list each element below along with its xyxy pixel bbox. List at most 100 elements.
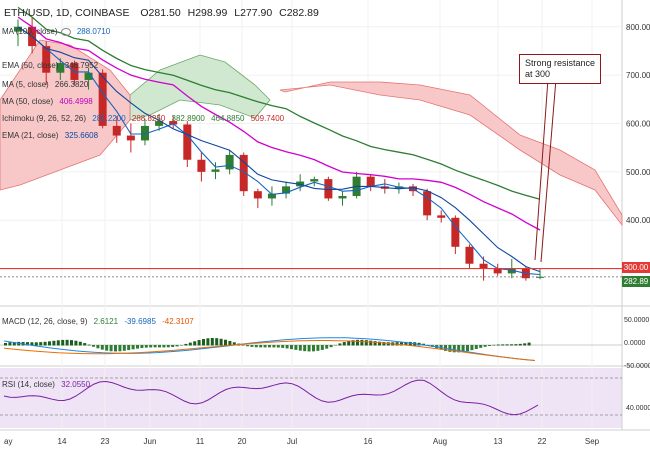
macd-histogram-bar [74, 340, 78, 346]
indicator-ema50[interactable]: EMA (50, close) 346.7952 [2, 61, 99, 70]
indicator-ma50[interactable]: MA (50, close) 406.4998 [2, 97, 93, 106]
macd-histogram-bar [4, 343, 7, 346]
macd-histogram-bar [127, 345, 131, 351]
macd-histogram-bar [492, 344, 496, 346]
macd-histogram-bar [34, 342, 38, 346]
macd-histogram-bar [360, 339, 364, 346]
ohlc-close: C282.89 [279, 7, 319, 19]
macd-histogram-bar [285, 345, 289, 349]
macd-histogram-bar [131, 345, 135, 350]
candle-body [507, 268, 516, 274]
x-axis-label: Jul [287, 437, 297, 446]
macd-histogram-bar [250, 345, 254, 347]
macd-histogram-bar [369, 340, 373, 346]
macd-histogram-bar [281, 345, 285, 348]
macd-histogram-bar [122, 345, 126, 351]
macd-histogram-bar [78, 341, 82, 346]
macd-histogram-bar [206, 338, 210, 346]
candle-body [324, 179, 333, 199]
macd-histogram-bar [83, 343, 87, 346]
macd-histogram-bar [320, 345, 324, 350]
x-axis-label: 11 [196, 437, 205, 446]
macd-histogram-bar [232, 342, 236, 346]
macd-histogram-bar [140, 345, 144, 349]
indicator-ma100[interactable]: MA (100, close) 288.0710 [2, 27, 111, 36]
ichimoku-cloud-early [0, 39, 131, 191]
macd-histogram-bar [219, 338, 223, 346]
price-tick-label: 400.00 [626, 216, 650, 225]
macd-histogram-bar [382, 342, 386, 346]
indicator-ma5[interactable]: MA (5, close) 266.3820 [2, 80, 89, 89]
candle-body [493, 268, 502, 274]
candle-body [155, 121, 164, 126]
candle-body [14, 26, 22, 32]
macd-histogram-bar [294, 345, 298, 350]
candle-body [282, 186, 291, 194]
macd-histogram-bar [518, 343, 522, 346]
macd-histogram-bar [303, 345, 307, 352]
ema-line-21 [17, 26, 541, 273]
macd-histogram-bar [153, 345, 157, 348]
macd-histogram-bar [114, 345, 117, 352]
x-axis-label: 16 [364, 437, 373, 446]
macd-histogram-bar [461, 345, 465, 352]
macd-histogram-bar [312, 345, 315, 352]
macd-histogram-bar [228, 340, 232, 346]
ichimoku-cloud-bullish [129, 54, 271, 121]
macd-histogram-bar [408, 341, 412, 346]
eye-icon[interactable] [60, 27, 71, 36]
candle-body [239, 154, 248, 192]
ohlc-high: H298.99 [187, 7, 228, 19]
macd-histogram-bar [158, 345, 161, 348]
macd-histogram-bar [298, 345, 302, 351]
macd-tick-label: 50.0000 [624, 317, 649, 324]
macd-histogram-bar [263, 345, 267, 348]
macd-histogram-bar [188, 342, 192, 346]
x-axis-label: 22 [538, 437, 547, 446]
macd-histogram-bar [8, 342, 12, 346]
ma-line-50 [17, 16, 541, 231]
macd-histogram-bar [474, 345, 478, 349]
macd-histogram-bar [364, 340, 368, 346]
rsi-pane-background [0, 368, 622, 428]
macd-histogram-bar [215, 338, 219, 346]
rsi-legend[interactable]: RSI (14, close) 32.0550 [2, 380, 91, 389]
macd-histogram-bar [373, 341, 377, 346]
resistance-annotation[interactable]: Strong resistance at 300 [519, 54, 602, 84]
x-axis-label: 14 [58, 437, 67, 446]
macd-histogram-bar [501, 344, 505, 346]
ichimoku-cloud-bearish [279, 81, 623, 227]
candle-body [169, 121, 178, 125]
indicator-ichimoku[interactable]: Ichimoku (9, 26, 52, 26) 281.2200 288.82… [2, 114, 285, 123]
macd-histogram-bar [144, 345, 148, 348]
macd-histogram-bar [61, 339, 65, 346]
symbol-label[interactable]: ETH/USD, 1D, COINBASE [4, 7, 130, 19]
macd-histogram-bar [347, 340, 351, 346]
candle-body [479, 263, 488, 269]
rsi-line [3, 379, 539, 416]
macd-histogram-bar [210, 338, 214, 346]
macd-histogram-bar [43, 341, 47, 346]
price-tick-label: 600.00 [626, 119, 650, 128]
macd-histogram-bar [52, 340, 56, 346]
macd-signal-line [3, 340, 536, 361]
macd-legend[interactable]: MACD (12, 26, close, 9) 2.6121 -39.6985 … [2, 317, 194, 326]
macd-histogram-bar [404, 341, 408, 346]
macd-histogram-bar [290, 345, 293, 350]
candle-body [310, 179, 319, 182]
ohlc-low: L277.90 [234, 7, 273, 19]
macd-histogram-bar [171, 345, 175, 347]
macd-histogram-bar [325, 345, 329, 349]
macd-histogram-bar [329, 345, 333, 348]
macd-histogram-bar [12, 341, 16, 346]
macd-histogram-bar [452, 345, 456, 353]
candle-body [253, 191, 262, 199]
indicator-ema21[interactable]: EMA (21, close) 325.6608 [2, 131, 99, 140]
price-tick-label: 800.00 [626, 23, 650, 32]
macd-histogram-bar [70, 340, 73, 346]
ema-line-50 [17, 6, 541, 200]
rsi-tick-label: 40.0000 [626, 405, 650, 412]
macd-histogram-bar [136, 345, 139, 349]
candle-body [366, 176, 375, 187]
